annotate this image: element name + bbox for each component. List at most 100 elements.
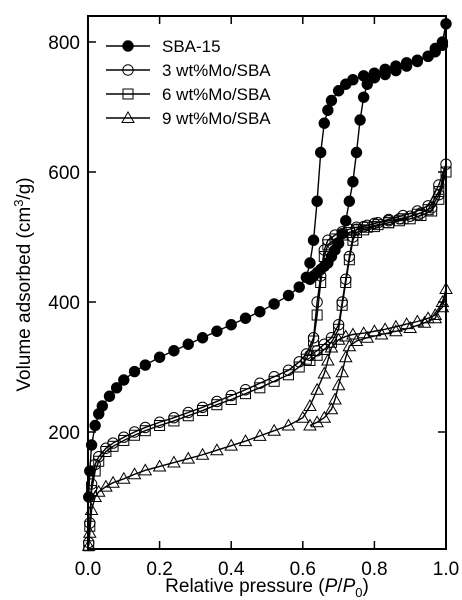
y-tick-label: 400 [48, 293, 80, 314]
y-axis-title: Volume adsorbed (cm3/g) [11, 177, 35, 391]
data-point [324, 402, 339, 415]
legend-marker [121, 110, 135, 123]
data-point [389, 324, 403, 337]
data-point [85, 439, 98, 451]
x-tick-label: 0.0 [75, 559, 101, 580]
data-point [118, 374, 130, 386]
data-point [240, 388, 252, 400]
data-point [268, 375, 280, 387]
data-point [347, 176, 359, 188]
legend-label: 9 wt%Mo/SBA [162, 109, 271, 128]
data-point [315, 277, 327, 288]
data-point [96, 400, 109, 412]
data-point [211, 325, 223, 337]
data-point [325, 94, 338, 107]
data-point [295, 410, 310, 423]
data-point [403, 320, 418, 333]
data-point [336, 299, 348, 311]
data-point [350, 146, 363, 159]
x-axis-title-p0: P [343, 576, 356, 597]
data-point [252, 428, 267, 441]
y-tick-label: 200 [48, 423, 80, 444]
x-tick-label: 1.0 [433, 559, 459, 580]
x-axis-title-slash: / [337, 576, 343, 597]
data-point [210, 443, 224, 456]
data-point [318, 343, 330, 355]
data-point [127, 467, 142, 480]
data-point [435, 294, 450, 307]
data-point [358, 224, 370, 236]
series-line-desorption [309, 288, 447, 427]
data-point [315, 146, 327, 159]
data-point [397, 213, 409, 225]
data-point [410, 314, 425, 327]
data-point [417, 315, 432, 328]
data-point [329, 233, 341, 245]
data-point [342, 339, 357, 352]
y-tick-label: 800 [48, 33, 80, 54]
data-point [168, 415, 180, 427]
legend-label: 6 wt%Mo/SBA [162, 85, 271, 104]
data-point [411, 55, 424, 68]
data-point [436, 36, 449, 48]
data-point [89, 419, 101, 432]
data-point [282, 369, 294, 381]
data-point [317, 366, 332, 379]
data-point [303, 418, 317, 431]
data-point [415, 210, 427, 222]
data-point [300, 353, 312, 365]
x-tick-label: 0.8 [361, 559, 387, 580]
data-point [433, 186, 445, 197]
data-point [338, 350, 353, 363]
data-point [304, 257, 316, 269]
data-point [368, 221, 380, 233]
data-point [383, 217, 395, 229]
tick-labels: 0.0 0.2 0.4 0.6 0.8 1.0 200 400 600 800 [48, 33, 459, 580]
data-point [346, 327, 360, 340]
data-point [239, 312, 252, 324]
data-point [152, 459, 167, 472]
data-point [318, 117, 330, 129]
y-tick-label: 600 [48, 163, 80, 184]
data-point [154, 420, 166, 431]
legend-marker [122, 64, 134, 76]
data-point [139, 425, 151, 437]
data-point [360, 330, 375, 343]
data-point [139, 359, 151, 371]
data-point [390, 64, 402, 77]
data-point [340, 277, 352, 288]
data-point [224, 438, 239, 451]
y-axis-title-text: Volume adsorbed (cm [14, 207, 35, 392]
data-point [238, 434, 253, 447]
data-point [361, 78, 373, 90]
data-point [254, 306, 266, 318]
data-point [343, 254, 355, 266]
data-point [354, 114, 366, 126]
data-point [128, 365, 141, 378]
data-point [351, 226, 362, 238]
series-3 [81, 281, 453, 551]
data-point [429, 42, 441, 55]
y-axis-title-unit: /g) [14, 177, 35, 199]
data-point [181, 451, 196, 464]
data-point [304, 355, 316, 366]
data-point [332, 85, 345, 97]
data-point [307, 234, 320, 246]
x-axis-title-text: Relative pressure ( [165, 576, 325, 597]
data-point [439, 281, 453, 294]
data-point [322, 104, 334, 116]
series-1 [83, 158, 452, 549]
legend-label: 3 wt%Mo/SBA [162, 61, 271, 80]
data-point [368, 72, 381, 84]
series-layer [81, 18, 453, 552]
data-point [103, 390, 116, 402]
data-point [311, 309, 323, 321]
data-point [99, 479, 113, 492]
data-point [317, 410, 332, 423]
data-point [372, 219, 384, 231]
data-point [118, 434, 130, 446]
data-point [331, 332, 346, 345]
x-tick-label: 0.4 [218, 559, 245, 580]
data-point [196, 332, 209, 344]
x-axis-title-p: P [325, 576, 338, 597]
